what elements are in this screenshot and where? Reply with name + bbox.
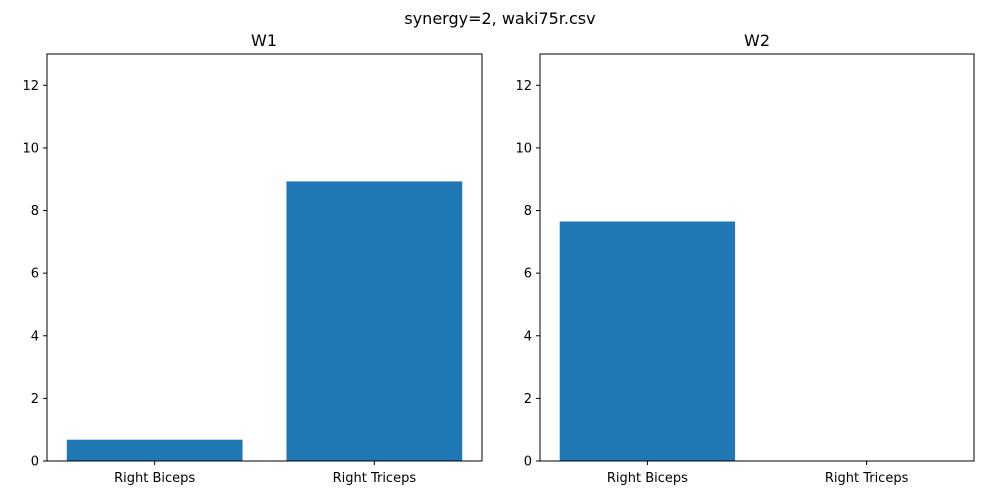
- bar: [286, 181, 463, 461]
- y-tick-label: 0: [524, 455, 532, 470]
- y-tick-label: 6: [31, 267, 39, 282]
- y-tick-label: 4: [31, 329, 39, 344]
- y-tick-label: 8: [31, 204, 39, 219]
- x-tick-label: Right Biceps: [114, 471, 195, 486]
- x-tick-label: Right Triceps: [333, 471, 417, 486]
- x-axis: Right Biceps Right Triceps: [114, 461, 416, 486]
- figure-suptitle: synergy=2, waki75r.csv: [404, 9, 595, 28]
- bar-group: [66, 181, 463, 461]
- bar: [66, 439, 243, 461]
- y-axis: 0 2 4 6 8 10 12: [22, 79, 47, 470]
- plot-frame: [539, 53, 975, 462]
- subplot-title: W1: [251, 31, 277, 50]
- x-axis: Right Biceps Right Triceps: [607, 461, 909, 486]
- x-tick-label: Right Biceps: [607, 471, 688, 486]
- y-tick-label: 2: [31, 392, 39, 407]
- y-tick-label: 6: [524, 267, 532, 282]
- plot-frame: [46, 53, 483, 462]
- x-tick-label: Right Triceps: [825, 471, 909, 486]
- y-tick-label: 10: [22, 141, 39, 156]
- y-axis: 0 2 4 6 8 10 12: [515, 79, 540, 470]
- y-tick-label: 0: [31, 455, 39, 470]
- subplot-title: W2: [744, 31, 770, 50]
- y-tick-label: 12: [22, 79, 39, 94]
- y-tick-label: 4: [524, 329, 532, 344]
- y-tick-label: 12: [515, 79, 532, 94]
- subplot-w1: W1 0 2 4 6 8 10 12 Right Biceps Right Triceps: [22, 31, 483, 486]
- subplot-w2: W2 0 2 4 6 8 10 12 Right Biceps Right Triceps: [515, 31, 975, 486]
- y-tick-label: 8: [524, 204, 532, 219]
- y-tick-label: 10: [515, 141, 532, 156]
- y-tick-label: 2: [524, 392, 532, 407]
- bar: [559, 221, 736, 461]
- bar-group: [559, 221, 736, 461]
